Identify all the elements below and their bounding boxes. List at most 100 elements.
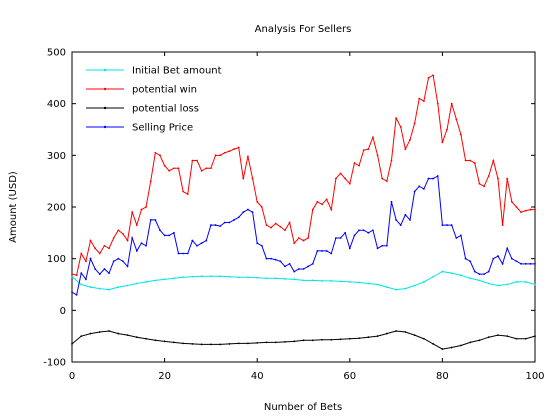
data-point	[145, 337, 147, 340]
data-point	[98, 287, 101, 290]
data-point	[381, 177, 384, 180]
data-point	[372, 229, 374, 232]
data-point	[247, 208, 249, 211]
data-point	[131, 237, 134, 239]
data-point	[427, 76, 430, 79]
data-point	[182, 190, 185, 193]
data-point	[288, 262, 291, 265]
data-point	[469, 159, 472, 162]
data-point	[534, 335, 536, 338]
x-tick-label: 80	[436, 371, 449, 382]
data-point	[413, 334, 416, 337]
data-point	[251, 177, 254, 180]
data-point	[108, 330, 110, 332]
data-point	[191, 159, 194, 162]
data-point	[520, 262, 523, 265]
data-point	[284, 277, 286, 280]
data-point	[154, 151, 157, 154]
data-point	[367, 336, 370, 339]
data-point	[515, 260, 518, 263]
data-point	[399, 224, 402, 226]
data-point	[302, 339, 305, 342]
data-point	[247, 155, 249, 158]
data-point	[126, 239, 129, 242]
data-point	[446, 224, 448, 226]
data-point	[279, 260, 282, 263]
data-point	[154, 279, 157, 282]
data-point	[441, 141, 444, 144]
y-tick-label: 200	[47, 203, 66, 214]
data-point	[390, 159, 393, 162]
data-point	[247, 276, 249, 279]
data-point	[71, 273, 73, 276]
data-point	[191, 275, 194, 278]
series-potential-win	[71, 74, 536, 277]
data-point	[515, 281, 518, 283]
data-point	[98, 331, 101, 333]
data-point	[145, 281, 147, 283]
data-point	[177, 252, 180, 255]
data-point	[205, 167, 208, 170]
data-point	[182, 342, 185, 345]
data-point	[501, 262, 504, 265]
data-point	[89, 257, 92, 260]
data-point	[362, 149, 365, 152]
data-point	[159, 154, 161, 157]
data-point	[358, 229, 360, 232]
data-point	[441, 224, 444, 226]
data-point	[497, 334, 499, 337]
data-point	[432, 177, 435, 180]
data-point	[455, 118, 458, 121]
data-point	[182, 252, 185, 255]
data-point	[210, 224, 212, 226]
x-tick-label: 20	[158, 371, 171, 382]
data-point	[112, 260, 115, 263]
data-point	[140, 242, 143, 245]
data-point	[390, 200, 393, 203]
data-point	[172, 277, 175, 280]
data-point	[196, 244, 198, 247]
data-point	[80, 252, 83, 255]
data-point	[71, 275, 73, 278]
data-point	[478, 339, 481, 342]
data-point	[242, 177, 245, 180]
data-point	[529, 262, 532, 265]
data-point	[446, 128, 448, 131]
data-point	[413, 190, 416, 193]
data-point	[260, 244, 263, 247]
data-point	[524, 262, 527, 265]
data-point	[358, 337, 360, 340]
data-point	[219, 343, 222, 346]
x-tick-label: 40	[251, 371, 264, 382]
data-point	[135, 282, 138, 285]
data-point	[418, 185, 421, 188]
data-point	[242, 211, 245, 214]
data-point	[274, 277, 277, 280]
data-point	[228, 343, 231, 345]
data-point	[469, 260, 472, 263]
data-point	[149, 219, 152, 221]
data-point	[348, 337, 351, 340]
data-point	[506, 335, 509, 338]
data-point	[534, 283, 536, 286]
data-point	[126, 284, 129, 287]
data-point	[172, 167, 175, 170]
data-point	[376, 154, 379, 157]
data-point	[450, 224, 453, 226]
data-point	[520, 211, 523, 214]
data-point	[311, 262, 314, 265]
data-point	[460, 344, 462, 347]
series-initial-bet-amount	[71, 270, 536, 291]
data-point	[339, 338, 342, 341]
data-point	[376, 335, 379, 338]
data-point	[237, 216, 240, 219]
y-tick-label: 300	[47, 151, 66, 162]
data-point	[94, 247, 97, 250]
data-point	[219, 275, 222, 278]
data-point	[348, 182, 351, 185]
data-point	[325, 198, 328, 201]
data-point	[247, 342, 249, 345]
data-point	[460, 234, 462, 237]
data-point	[524, 281, 527, 283]
data-point	[362, 229, 365, 232]
